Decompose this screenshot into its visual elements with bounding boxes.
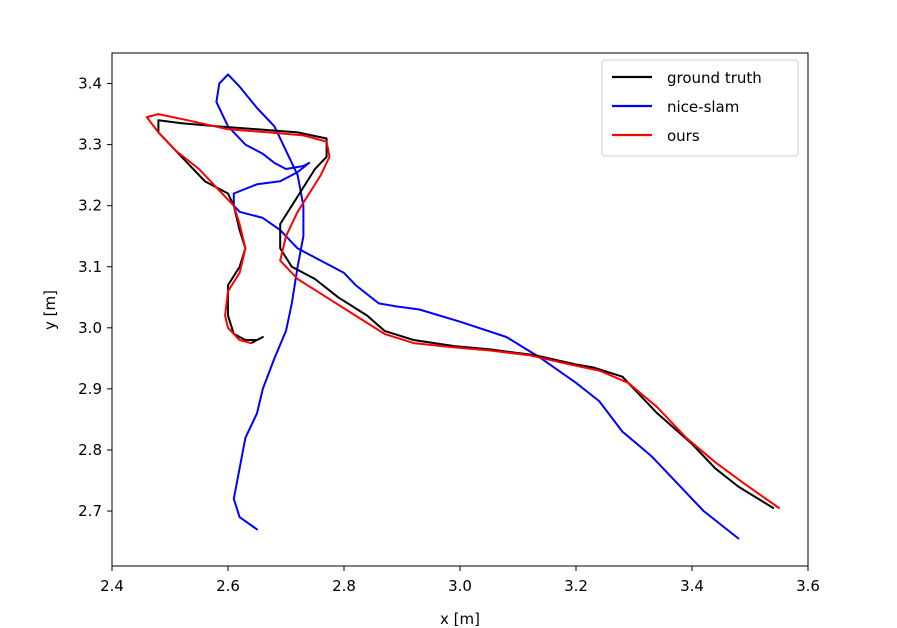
x-axis-ticks: 2.4 2.6 2.8 3.0 3.2 3.4 3.6	[100, 566, 820, 595]
x-tick-label: 3.2	[564, 577, 588, 595]
x-tick-label: 2.6	[216, 577, 240, 595]
y-axis-ticks: 2.7 2.8 2.9 3.0 3.1 3.2 3.3 3.4	[78, 75, 112, 520]
y-axis-title: y [m]	[41, 290, 59, 330]
legend-label-nice-slam: nice-slam	[667, 98, 739, 116]
series-line-ground-truth	[157, 119, 775, 509]
series-line-ours	[145, 113, 780, 509]
x-tick-label: 3.0	[448, 577, 472, 595]
legend-label-ours: ours	[667, 127, 700, 145]
series-line-nice-slam	[215, 73, 740, 540]
series-layer	[145, 73, 780, 540]
y-tick-label: 3.2	[78, 197, 102, 215]
legend: ground truth nice-slam ours	[601, 59, 799, 157]
legend-label-ground-truth: ground truth	[667, 69, 762, 87]
y-tick-label: 3.3	[78, 136, 102, 154]
x-tick-label: 3.4	[680, 577, 704, 595]
y-tick-label: 3.0	[78, 319, 102, 337]
y-tick-label: 2.7	[78, 502, 102, 520]
x-tick-label: 2.8	[332, 577, 356, 595]
y-tick-label: 2.9	[78, 380, 102, 398]
y-tick-label: 3.1	[78, 258, 102, 276]
y-tick-label: 3.4	[78, 75, 102, 93]
x-tick-label: 3.6	[796, 577, 820, 595]
x-axis-title: x [m]	[440, 610, 480, 628]
x-tick-label: 2.4	[100, 577, 124, 595]
y-tick-label: 2.8	[78, 441, 102, 459]
legend-box	[601, 59, 799, 157]
